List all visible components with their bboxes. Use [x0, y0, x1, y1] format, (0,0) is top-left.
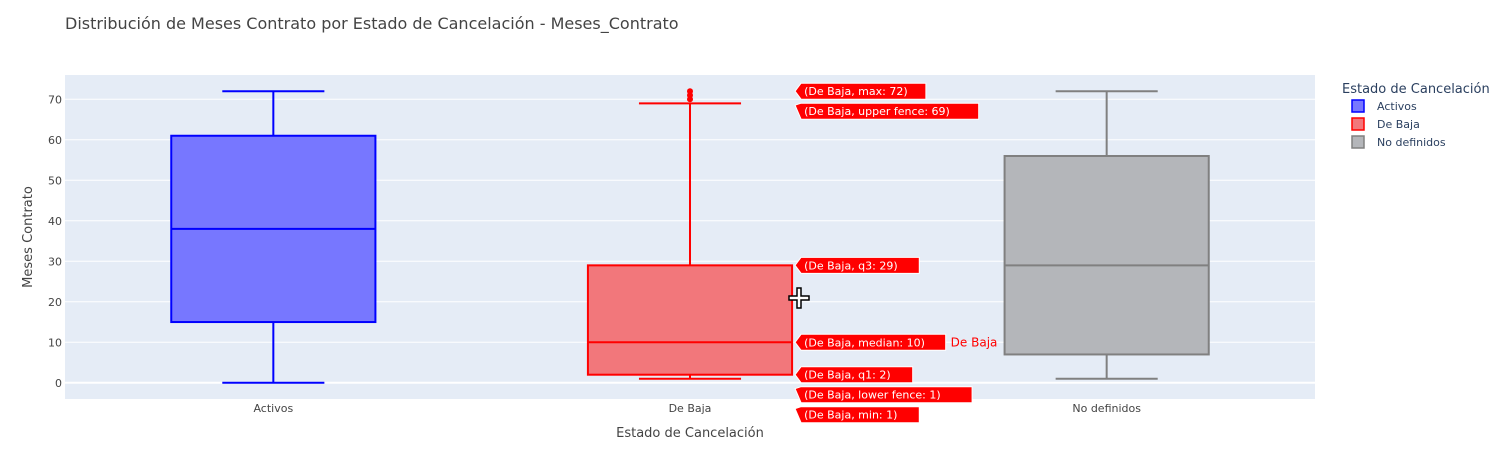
box-traces: [170, 88, 1210, 384]
hover-labels: (De Baja, max: 72) (De Baja, upper fence:…: [794, 82, 998, 424]
hover-label-text: (De Baja, q1: 2): [804, 369, 891, 382]
hover-trace-name: De Baja: [951, 335, 998, 349]
legend-item-de-baja[interactable]: De Baja: [1351, 117, 1420, 131]
hover-label-box: [794, 256, 920, 274]
hover-label-box: [794, 82, 927, 100]
hover-label-text: (De Baja, lower fence: 1): [804, 389, 941, 402]
hover-label-box: [794, 366, 914, 384]
hover-label-text: (De Baja, median: 10): [804, 336, 925, 349]
hover-label-box: [794, 102, 980, 120]
hover-label-text: (De Baja, max: 72): [804, 85, 908, 98]
hover-label: (De Baja, lower fence: 1): [794, 386, 973, 404]
hover-label-text: (De Baja, upper fence: 69): [804, 105, 950, 118]
x-tick-label: Activos: [253, 402, 293, 415]
hover-label-text: (De Baja, min: 1): [804, 409, 897, 422]
y-tick-label: 60: [48, 134, 62, 147]
legend-item-no-definidos[interactable]: No definidos: [1351, 135, 1446, 149]
hover-label-box: [794, 333, 947, 351]
y-axis-title: Meses Contrato: [21, 186, 36, 288]
hover-label: (De Baja, q3: 29): [794, 256, 920, 274]
hover-label-text: (De Baja, q3: 29): [804, 259, 898, 272]
outlier-point: [687, 88, 693, 95]
box-trace-activos: [170, 90, 377, 384]
y-tick-label: 20: [48, 296, 62, 309]
hover-label: (De Baja, q1: 2): [794, 366, 914, 384]
hover-label: (De Baja, upper fence: 69): [794, 102, 980, 120]
hover-label-box: [794, 386, 973, 404]
legend-title: Estado de Cancelación: [1342, 82, 1490, 97]
legend[interactable]: Estado de Cancelación Activos De Baja No d…: [1342, 82, 1490, 149]
y-tick-label: 0: [55, 377, 62, 390]
chart-title: Distribución de Meses Contrato por Estad…: [65, 14, 679, 34]
hover-label: (De Baja, min: 1): [794, 406, 920, 424]
box-iqr: [1003, 155, 1210, 356]
crosshair-cursor-icon: [788, 287, 810, 309]
legend-label: De Baja: [1377, 118, 1420, 131]
y-tick-label: 30: [48, 255, 62, 268]
y-tick-label: 40: [48, 215, 62, 228]
legend-label: Activos: [1377, 100, 1417, 113]
box-trace-no-definidos: [1003, 90, 1210, 380]
hover-label: (De Baja, median: 10) De Baja: [794, 333, 998, 351]
y-tick-label: 10: [48, 336, 62, 349]
box-trace-de-baja: [586, 88, 794, 380]
legend-swatch: [1351, 117, 1365, 131]
hover-label-box: [794, 406, 920, 424]
legend-swatch: [1351, 99, 1365, 113]
y-tick-label: 50: [48, 174, 62, 187]
legend-swatch: [1351, 135, 1365, 149]
y-tick-label: 70: [48, 93, 62, 106]
hover-label: (De Baja, max: 72): [794, 82, 927, 100]
x-tick-label: No definidos: [1072, 402, 1141, 415]
legend-label: No definidos: [1377, 136, 1446, 149]
x-tick-label: De Baja: [669, 402, 712, 415]
box-iqr: [586, 264, 794, 376]
legend-item-activos[interactable]: Activos: [1351, 99, 1417, 113]
x-axis-title: Estado de Cancelación: [616, 426, 764, 441]
axes: 0 10 20 30 40 50 60 70 Activos De Baja No definido…: [48, 93, 1141, 415]
